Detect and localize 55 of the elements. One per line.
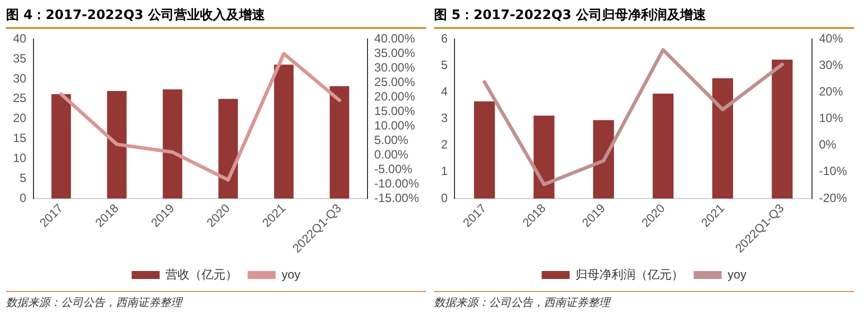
y2-tick-label: -10.00% [374, 176, 420, 190]
y-tick-label: 6 [440, 32, 448, 46]
y-tick-label: 5 [20, 170, 27, 185]
y2-tick-label: 20.00% [374, 89, 416, 104]
y-tick-label: 1 [440, 164, 448, 178]
y2-tick-label: 20% [818, 84, 844, 99]
legend-label: yoy [728, 267, 746, 282]
legend-label: 归母净利润（亿元） [576, 267, 684, 282]
source-note: 数据来源：公司公告，西南证券整理 [6, 291, 426, 310]
bar [107, 90, 127, 198]
y2-tick-label: 40.00% [374, 32, 416, 46]
y2-tick-label: -15.00% [374, 190, 420, 205]
bar [652, 94, 674, 198]
bar [474, 101, 495, 198]
y2-tick-label: 10% [818, 111, 844, 126]
y2-tick-label: 5.00% [374, 132, 409, 147]
y-tick-label: 20 [12, 111, 27, 126]
bar [772, 60, 793, 198]
chart-title: 图 5：2017-2022Q3 公司归母净利润及增速 [434, 4, 854, 29]
y-tick-label: 3 [440, 111, 448, 126]
y2-tick-label: -20% [818, 190, 848, 205]
legend-label: 营收（亿元） [166, 267, 238, 282]
source-note: 数据来源：公司公告，西南证券整理 [434, 291, 854, 310]
legend-label: yoy [282, 267, 300, 282]
bar [51, 94, 71, 198]
y-tick-label: 10 [12, 150, 27, 165]
y-tick-label: 2 [440, 138, 448, 152]
y2-tick-label: 25.00% [374, 74, 416, 89]
y-tick-label: 0 [440, 190, 448, 205]
bar [712, 78, 734, 198]
y2-tick-label: -5.00% [374, 162, 413, 176]
bar [274, 64, 294, 198]
y2-tick-label: -10% [818, 164, 848, 178]
chart-title: 图 4：2017-2022Q3 公司营业收入及增速 [6, 4, 426, 29]
y-tick-label: 30 [12, 71, 27, 86]
bar [593, 120, 614, 198]
y-tick-label: 0 [20, 190, 27, 205]
y2-tick-label: 0% [818, 138, 837, 152]
y2-tick-label: 10.00% [374, 118, 416, 132]
bar [162, 89, 182, 198]
bar [218, 98, 238, 198]
y-tick-label: 40 [12, 32, 27, 46]
y2-tick-label: 40% [818, 32, 844, 46]
y2-tick-label: 35.00% [374, 46, 416, 60]
bar [330, 86, 350, 198]
y2-tick-label: 30.00% [374, 60, 416, 74]
y2-tick-label: 0.00% [374, 147, 409, 162]
y2-tick-label: 15.00% [374, 104, 416, 118]
y-tick-label: 35 [12, 51, 27, 66]
y-tick-label: 5 [440, 58, 448, 72]
bar [534, 116, 554, 198]
y-tick-label: 4 [440, 84, 448, 99]
y-tick-label: 25 [12, 91, 27, 106]
y2-tick-label: 30% [818, 58, 844, 72]
y-tick-label: 15 [12, 131, 27, 146]
